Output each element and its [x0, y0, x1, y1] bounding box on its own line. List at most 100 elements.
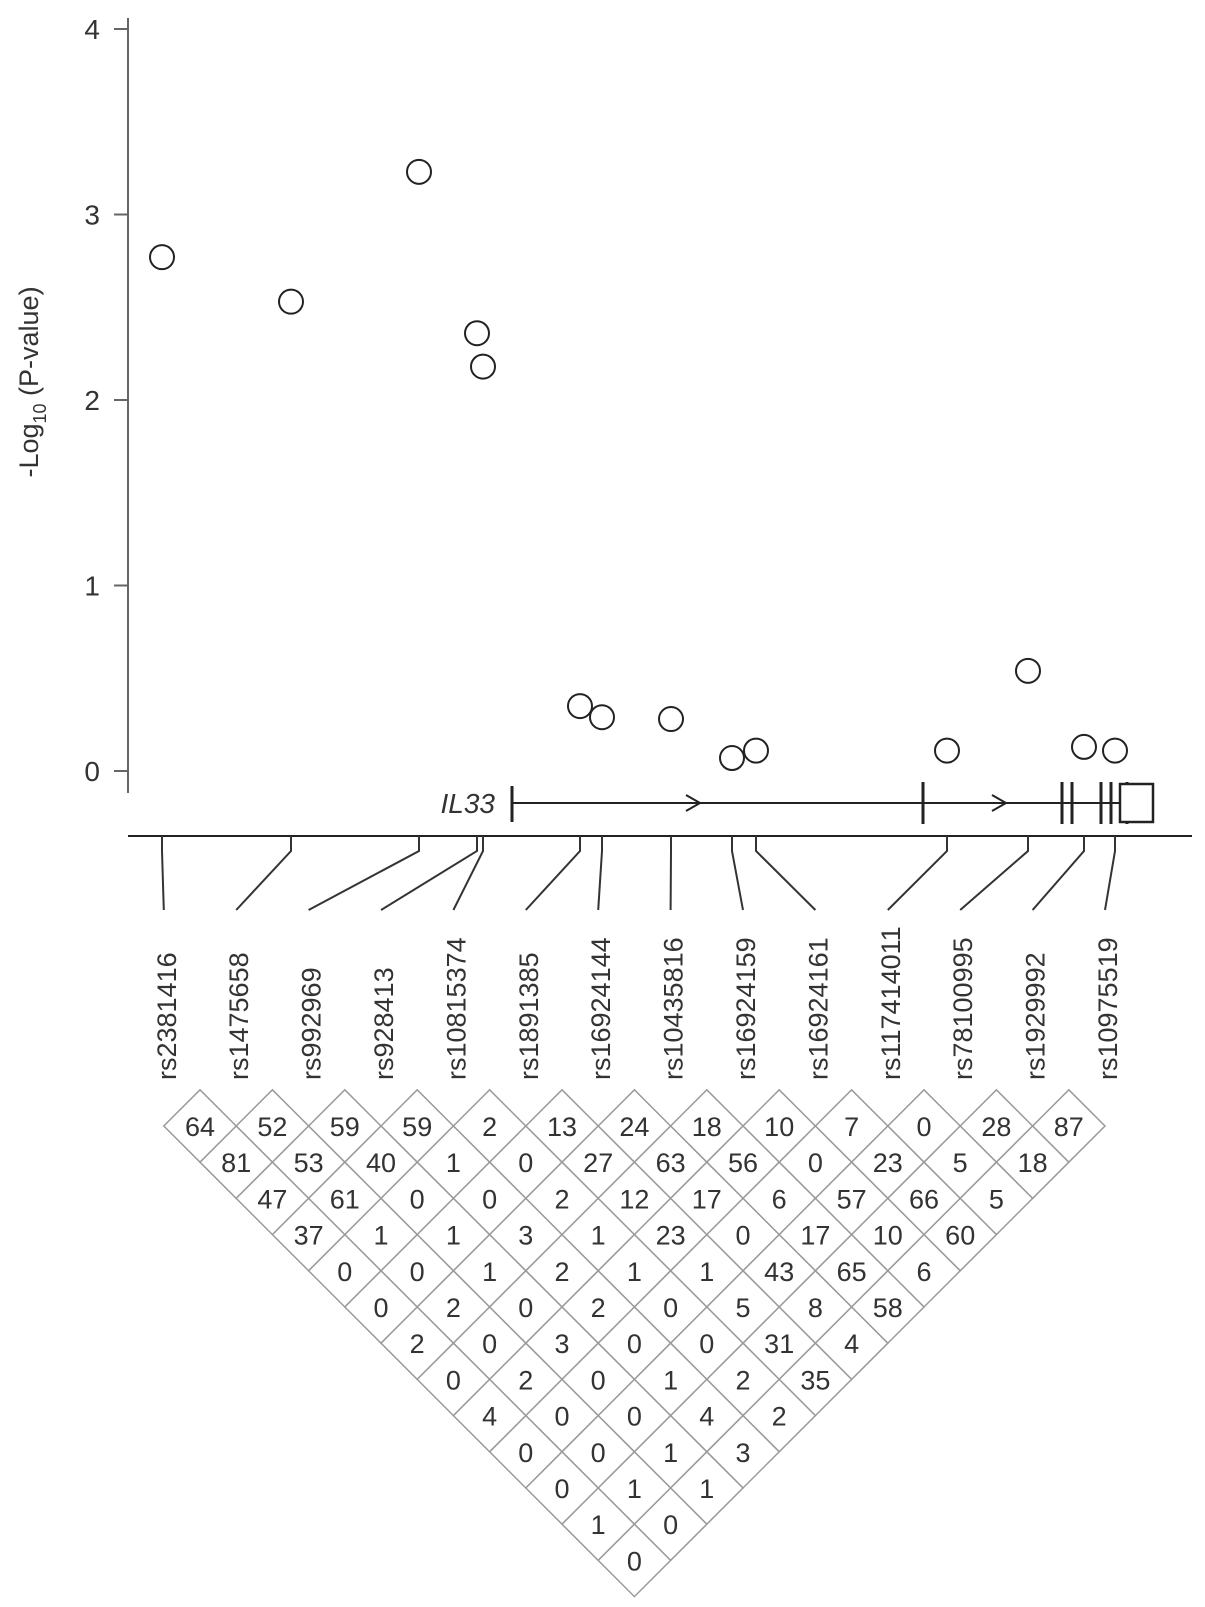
- ld-value-6-3: 0: [627, 1329, 642, 1359]
- point-rs16924161: [743, 737, 769, 764]
- ld-value-0-0: 64: [185, 1112, 215, 1142]
- ld-value-6-5: 31: [764, 1329, 794, 1359]
- snp-label-rs1475658: rs1475658: [224, 952, 254, 1080]
- ld-value-0-4: 2: [482, 1112, 497, 1142]
- ld-value-5-4: 0: [663, 1293, 678, 1323]
- ld-value-7-4: 2: [735, 1365, 750, 1395]
- ld-value-7-5: 35: [800, 1365, 830, 1395]
- y-axis-label-sub: 10: [30, 403, 50, 423]
- ld-value-0-10: 0: [916, 1112, 931, 1142]
- ld-value-8-3: 4: [699, 1402, 714, 1432]
- ld-value-2-9: 66: [909, 1184, 939, 1214]
- ld-value-12-0: 0: [627, 1546, 642, 1576]
- ld-value-9-0: 0: [518, 1438, 533, 1468]
- ld-value-1-3: 1: [446, 1148, 461, 1178]
- ld-value-4-1: 0: [410, 1257, 425, 1287]
- gene-label: IL33: [441, 788, 496, 819]
- ld-value-5-0: 0: [373, 1293, 388, 1323]
- ld-value-6-2: 3: [554, 1329, 569, 1359]
- ld-value-4-3: 2: [554, 1257, 569, 1287]
- snp-label-rs1929992: rs1929992: [1021, 952, 1051, 1080]
- ld-value-1-6: 63: [656, 1148, 686, 1178]
- ld-value-5-2: 0: [518, 1293, 533, 1323]
- ld-value-2-7: 6: [772, 1184, 787, 1214]
- connector-rs16924144: [597, 836, 603, 911]
- ld-value-3-3: 3: [518, 1221, 533, 1251]
- ld-value-6-0: 2: [410, 1329, 425, 1359]
- ld-value-1-0: 81: [221, 1148, 251, 1178]
- snp-label-rs16924144: rs16924144: [586, 937, 616, 1080]
- ld-value-1-1: 53: [294, 1148, 324, 1178]
- ld-value-5-6: 8: [808, 1293, 823, 1323]
- ld-value-5-1: 2: [446, 1293, 461, 1323]
- ld-value-4-4: 1: [627, 1257, 642, 1287]
- ld-value-3-9: 60: [945, 1221, 975, 1251]
- association-plot: 0 1 2 3 4 -Log10 (P-value): [14, 14, 1128, 793]
- ld-value-3-8: 10: [873, 1221, 903, 1251]
- ld-value-1-8: 0: [808, 1148, 823, 1178]
- ld-value-5-3: 2: [591, 1293, 606, 1323]
- ld-value-9-2: 1: [663, 1438, 678, 1468]
- snp-label-rs10815374: rs10815374: [441, 937, 471, 1080]
- snp-labels: rs2381416 rs1475658 rs992969 rs928413 rs1081…: [152, 926, 1123, 1080]
- ld-value-1-7: 56: [728, 1148, 758, 1178]
- ld-value-3-5: 23: [656, 1221, 686, 1251]
- point-rs10815374: [470, 353, 496, 380]
- ld-value-0-2: 59: [330, 1112, 360, 1142]
- ld-value-5-5: 5: [735, 1293, 750, 1323]
- connector-rs992969: [308, 836, 420, 911]
- point-rs10435816: [658, 706, 684, 733]
- snp-label-rs16924159: rs16924159: [731, 937, 761, 1080]
- ld-value-4-5: 1: [699, 1257, 714, 1287]
- ld-value-4-0: 0: [337, 1257, 352, 1287]
- ld-value-2-4: 2: [554, 1184, 569, 1214]
- ld-value-0-5: 13: [547, 1112, 577, 1142]
- ld-value-4-6: 43: [764, 1257, 794, 1287]
- snp-label-rs78100995: rs78100995: [948, 937, 978, 1080]
- gene-direction-arrow-1: [685, 794, 703, 812]
- ld-value-8-1: 0: [554, 1402, 569, 1432]
- ld-value-9-1: 0: [591, 1438, 606, 1468]
- ld-value-2-2: 0: [410, 1184, 425, 1214]
- y-tick-label-4: 4: [84, 14, 100, 45]
- snp-label-rs16924161: rs16924161: [803, 937, 833, 1080]
- connector-rs117414011: [887, 836, 948, 911]
- ld-value-3-0: 37: [294, 1221, 324, 1251]
- ld-value-1-4: 0: [518, 1148, 533, 1178]
- ld-value-9-3: 3: [735, 1438, 750, 1468]
- point-rs16924144: [589, 704, 615, 731]
- ld-value-7-2: 0: [591, 1365, 606, 1395]
- ld-value-2-5: 12: [619, 1184, 649, 1214]
- ld-value-2-0: 47: [257, 1184, 287, 1214]
- y-tick-label-3: 3: [84, 200, 100, 231]
- ld-value-5-7: 58: [873, 1293, 903, 1323]
- point-rs992969: [406, 158, 432, 185]
- ld-value-0-9: 7: [844, 1112, 859, 1142]
- ld-value-8-4: 2: [772, 1402, 787, 1432]
- point-rs117414011: [934, 737, 960, 764]
- ld-value-3-2: 1: [446, 1221, 461, 1251]
- ld-cell-12-0: [597, 1523, 672, 1598]
- snp-label-rs117414011: rs117414011: [876, 926, 906, 1080]
- point-rs1891385: [567, 693, 593, 720]
- ld-value-6-1: 0: [482, 1329, 497, 1359]
- ld-value-10-2: 1: [699, 1474, 714, 1504]
- ld-value-0-6: 24: [619, 1112, 649, 1142]
- connector-rs1891385: [525, 836, 581, 911]
- ld-value-1-5: 27: [583, 1148, 613, 1178]
- ld-value-7-3: 1: [663, 1365, 678, 1395]
- gene-direction-arrow-2: [991, 794, 1009, 812]
- connector-rs928413: [380, 836, 478, 911]
- ld-value-8-0: 4: [482, 1402, 497, 1432]
- point-rs10975519: [1102, 737, 1128, 764]
- ld-value-6-4: 0: [699, 1329, 714, 1359]
- data-points: [149, 158, 1128, 772]
- ld-value-2-10: 5: [989, 1184, 1004, 1214]
- ld-value-4-2: 1: [482, 1257, 497, 1287]
- connector-rs1475658: [235, 836, 292, 911]
- point-rs1929992: [1071, 733, 1097, 760]
- connector-rs10815374: [452, 836, 484, 911]
- ld-value-0-7: 18: [692, 1112, 722, 1142]
- y-axis-ticks: 0 1 2 3 4: [84, 14, 128, 787]
